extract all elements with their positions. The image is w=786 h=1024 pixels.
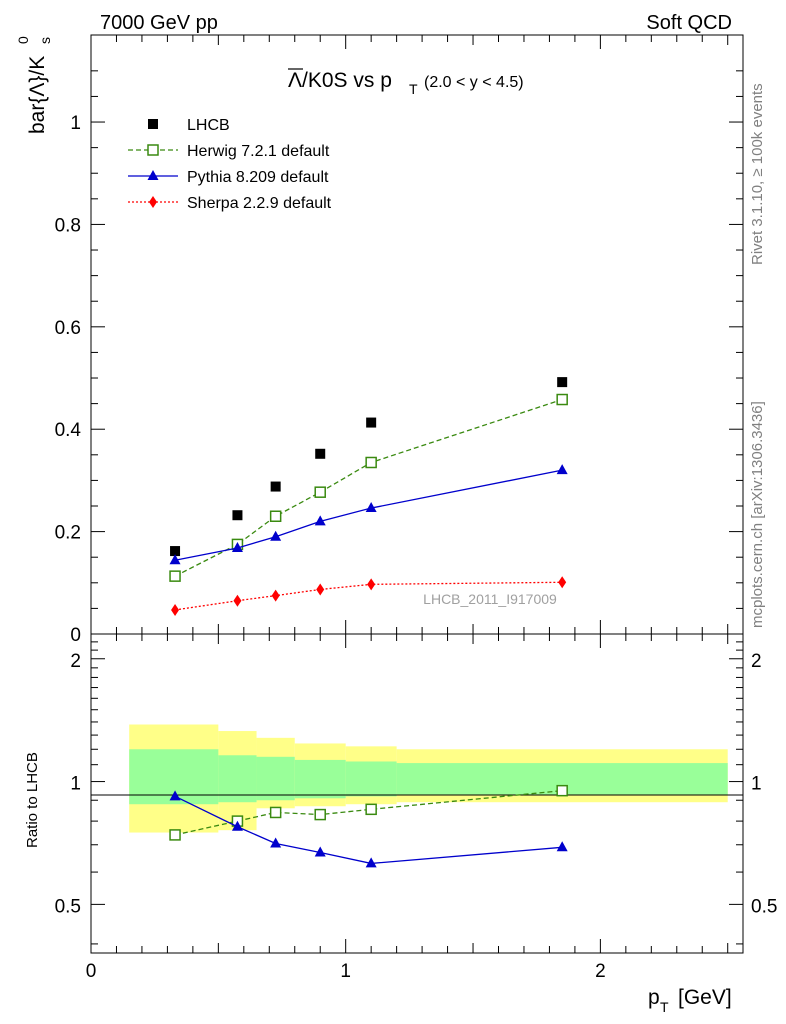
ratio-point-pythia: [314, 846, 326, 857]
analysis-watermark: LHCB_2011_I917009: [423, 591, 557, 607]
ratio-point-pythia: [270, 837, 282, 848]
ratio-band-inner: [218, 755, 257, 803]
main-point-herwig: [169, 570, 181, 582]
main-point-pythia: [231, 541, 243, 552]
main-title-sub: T: [409, 81, 418, 97]
x-label-unit: [GeV]: [678, 986, 732, 1009]
ratio-line-pythia: [174, 795, 563, 865]
main-point-lhcb: [366, 417, 377, 428]
main-title-text: Λ/K0S vs p: [288, 69, 392, 92]
main-point-lhcb: [557, 377, 568, 388]
main-y-tick-label: 0.6: [55, 318, 81, 339]
ratio-point-pythia: [169, 790, 181, 801]
main-y-ticks: 0 0.2 0.4 0.6 0.8 1: [55, 35, 743, 646]
ratio-point-pythia: [231, 820, 243, 831]
main-y-label-sub: s: [37, 37, 53, 44]
ratio-y-tick-label: 2: [70, 651, 81, 672]
x-tick-label: 2: [595, 961, 606, 982]
ratio-y-tick-label-right: 2: [751, 651, 762, 672]
header-left: 7000 GeV pp: [100, 12, 218, 34]
main-point-herwig: [269, 510, 282, 522]
ratio-series-layer: [169, 784, 568, 868]
main-point-pythia: [365, 502, 377, 513]
legend-label-lhcb: LHCB: [187, 117, 230, 134]
ratio-y-tick-label-right: 0.5: [751, 896, 777, 917]
main-point-lhcb: [232, 510, 243, 521]
ratio-point-pythia: [365, 857, 377, 868]
ratio-point-herwig: [314, 808, 326, 821]
ratio-point-herwig: [365, 803, 377, 816]
header-right: Soft QCD: [646, 12, 732, 34]
main-title-range: (2.0 < y < 4.5): [424, 74, 524, 91]
mcplots-text: mcplots.cern.ch [arXiv:1306.3436]: [749, 401, 766, 628]
ratio-panel: 0.5 0.5 1 1 2 2 0 1 2 Ratio to LHCB p T [GeV]: [24, 633, 777, 1015]
main-point-sherpa: [558, 576, 567, 589]
legend-marker-herwig: [147, 144, 159, 156]
main-y-axis-label: bar{Λ}/K 0 s: [15, 36, 53, 134]
main-point-lhcb: [315, 448, 326, 459]
ratio-uncertainty-bands: [129, 724, 728, 833]
main-y-tick-label: 0.2: [55, 523, 81, 544]
x-label-sub: T: [660, 999, 669, 1015]
ratio-y-tick-label: 1: [70, 774, 81, 795]
main-y-tick-label: 0.8: [55, 215, 81, 236]
main-point-herwig: [314, 486, 326, 498]
main-y-label-sup: 0: [15, 36, 31, 44]
main-point-pythia: [169, 554, 181, 565]
legend: LHCB Herwig 7.2.1 default Pythia 8.209 def…: [128, 117, 332, 212]
main-panel: 0 0.2 0.4 0.6 0.8 1 Λ/K0S vs p T (2.0 < y < 4…: [15, 34, 744, 646]
ratio-point-herwig: [269, 806, 282, 819]
legend-marker-sherpa: [149, 196, 157, 208]
ratio-point-herwig: [169, 829, 181, 841]
rivet-version-text: Rivet 3.1.10, ≥ 100k events: [749, 83, 766, 265]
legend-marker-pythia: [147, 170, 159, 180]
ratio-band-inner: [256, 756, 295, 801]
ratio-frame: [90, 633, 744, 954]
main-point-pythia: [556, 464, 568, 475]
main-title: Λ/K0S vs p T (2.0 < y < 4.5): [288, 68, 524, 97]
ratio-band-inner: [294, 759, 346, 799]
ratio-y-tick-label-right: 1: [751, 774, 762, 795]
main-point-herwig: [556, 393, 568, 406]
main-point-sherpa: [271, 589, 280, 602]
main-line-pythia: [174, 469, 563, 561]
main-point-pythia: [314, 515, 326, 526]
legend-marker-lhcb: [148, 119, 158, 129]
main-point-sherpa: [171, 603, 180, 616]
main-point-herwig: [365, 456, 377, 469]
main-point-lhcb: [170, 546, 181, 557]
main-y-label-text: bar{Λ}/K: [26, 56, 49, 134]
main-point-lhcb: [270, 481, 281, 492]
main-point-pythia: [270, 530, 282, 541]
main-point-sherpa: [316, 583, 325, 596]
legend-label-herwig: Herwig 7.2.1 default: [187, 143, 330, 160]
ratio-ticks: 0.5 0.5 1 1 2 2 0 1 2: [55, 634, 777, 982]
x-label-text: p: [648, 986, 660, 1009]
x-tick-label: 0: [86, 961, 97, 982]
main-point-sherpa: [233, 594, 242, 607]
ratio-band-inner: [345, 761, 397, 797]
main-point-sherpa: [367, 578, 376, 591]
ratio-point-pythia: [556, 841, 568, 852]
ratio-y-label: Ratio to LHCB: [24, 752, 41, 848]
main-series-layer: [169, 377, 568, 616]
main-y-tick-label: 1: [70, 113, 81, 134]
legend-label-sherpa: Sherpa 2.2.9 default: [187, 195, 332, 212]
main-y-tick-label: 0: [70, 625, 81, 646]
main-line-sherpa: [174, 581, 563, 611]
x-axis-label: p T [GeV]: [648, 986, 732, 1015]
ratio-point-herwig: [556, 784, 568, 797]
x-tick-label: 1: [340, 961, 351, 982]
legend-label-pythia: Pythia 8.209 default: [187, 169, 329, 186]
ratio-y-tick-label: 0.5: [55, 896, 81, 917]
main-y-tick-label: 0.4: [55, 420, 82, 441]
